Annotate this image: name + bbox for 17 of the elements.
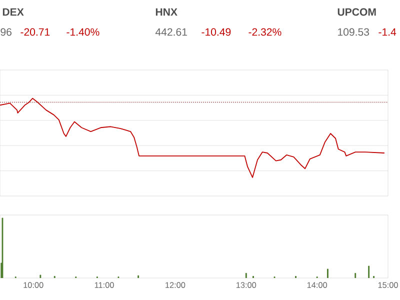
- text: -2.32%: [248, 28, 282, 36]
- x-tick-label: 11:00: [94, 282, 114, 288]
- x-tick-label: 12:00: [166, 282, 186, 288]
- x-tick-label: 14:00: [307, 282, 328, 288]
- text: 109.53: [338, 28, 370, 36]
- text: UPCOM: [338, 8, 376, 16]
- text: 96: [0, 28, 12, 36]
- x-tick-label: 10:00: [24, 282, 44, 288]
- text: -10.49: [202, 28, 231, 36]
- text: -1.4: [378, 28, 396, 36]
- text: 442.61: [155, 28, 187, 36]
- text: DEX: [2, 8, 24, 16]
- text: HNX: [156, 8, 178, 16]
- x-tick-label: 15:00: [378, 282, 398, 288]
- text: -20.71: [20, 28, 50, 36]
- x-tick-label: 13:00: [236, 282, 256, 288]
- text: -1.40%: [66, 28, 100, 36]
